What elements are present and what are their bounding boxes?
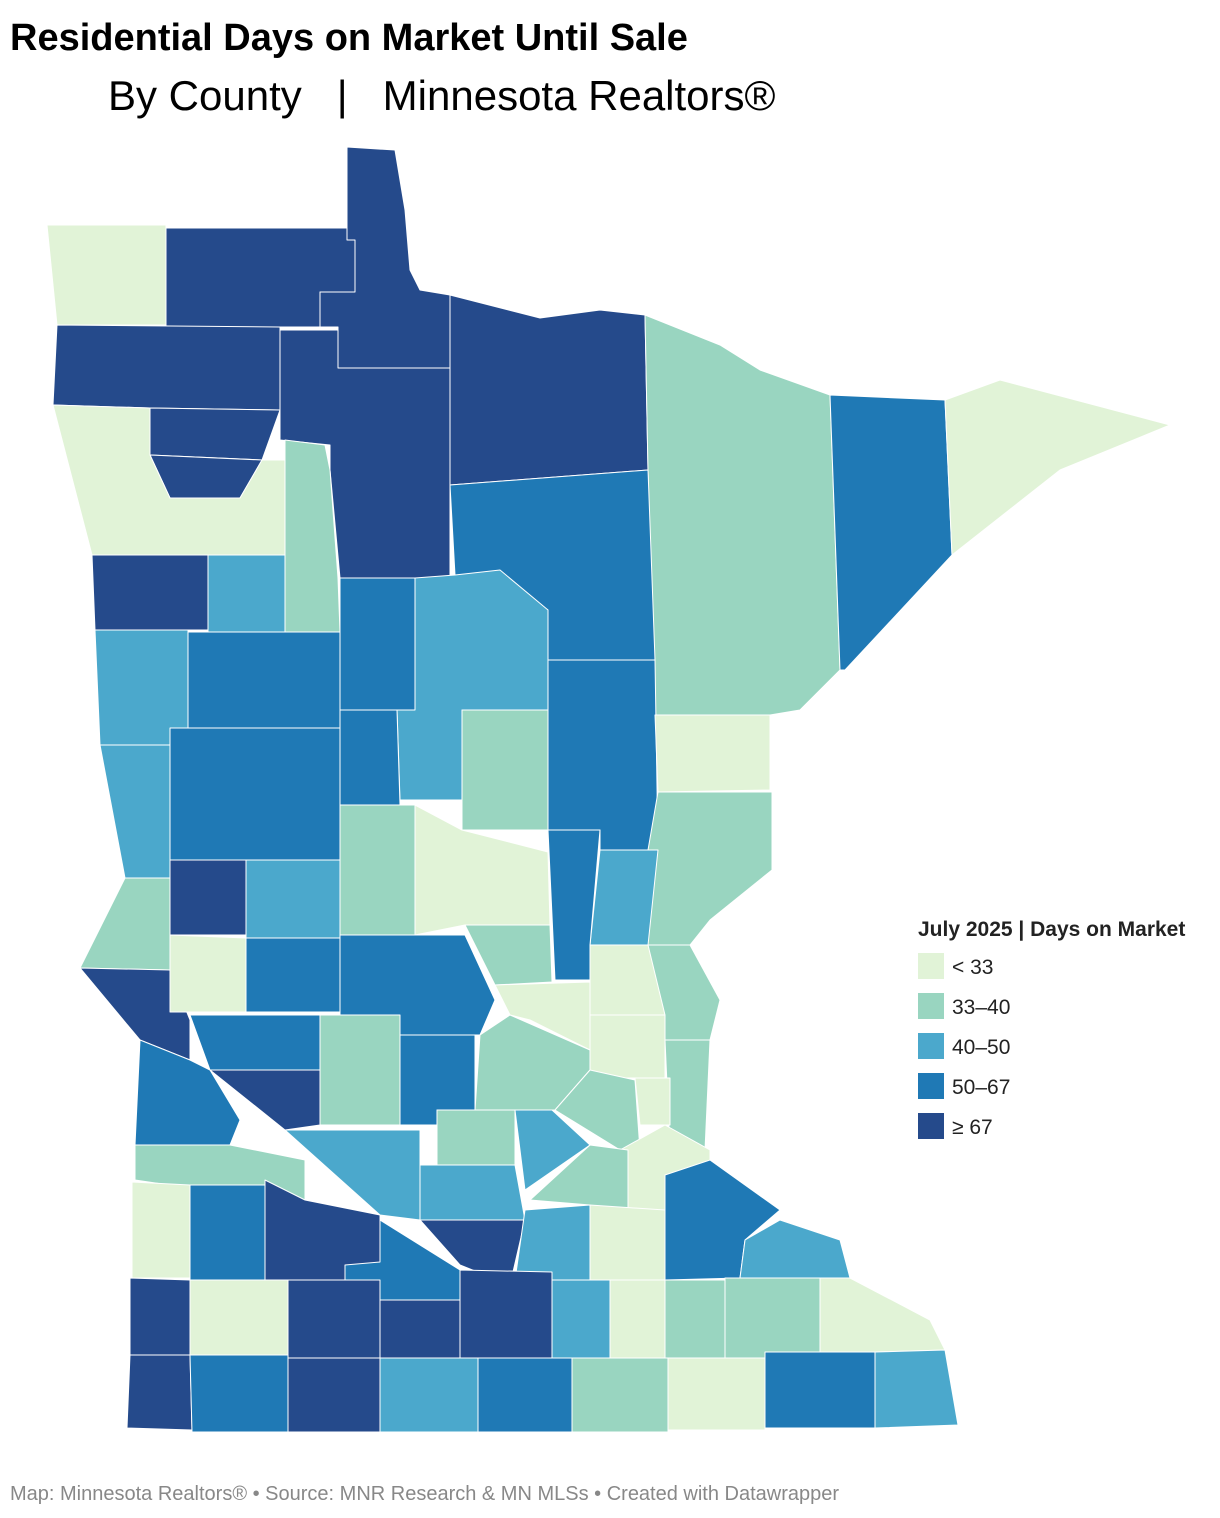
legend-label: 33–40 xyxy=(952,996,1010,1019)
county xyxy=(547,659,659,851)
county xyxy=(664,1279,726,1359)
county xyxy=(287,1279,381,1359)
legend-label: ≥ 67 xyxy=(952,1116,993,1139)
county xyxy=(419,1164,526,1221)
county xyxy=(79,877,171,971)
county xyxy=(667,1357,766,1431)
legend: < 33 33–40 40–50 50–67 ≥ 67 xyxy=(918,953,1010,1139)
county xyxy=(209,1069,321,1131)
county xyxy=(589,849,659,946)
county xyxy=(571,1357,669,1433)
county xyxy=(739,1219,851,1279)
county xyxy=(319,1014,401,1126)
legend-label: 50–67 xyxy=(952,1076,1010,1099)
county xyxy=(52,324,281,411)
county xyxy=(149,407,281,461)
county xyxy=(459,1269,553,1359)
legend-swatch xyxy=(918,993,944,1019)
county xyxy=(819,1277,946,1353)
legend-swatch xyxy=(918,953,944,979)
legend-swatch xyxy=(918,1113,944,1139)
legend-swatch xyxy=(918,1033,944,1059)
county xyxy=(514,1204,591,1281)
county xyxy=(609,1279,666,1359)
county xyxy=(245,859,341,939)
county xyxy=(461,709,549,831)
county xyxy=(724,1277,821,1359)
county xyxy=(554,1069,641,1151)
county xyxy=(169,727,341,861)
county xyxy=(551,1279,611,1359)
county xyxy=(829,394,953,671)
county-map xyxy=(46,146,1171,1433)
county xyxy=(129,1277,191,1356)
county xyxy=(654,714,771,793)
county xyxy=(207,554,286,633)
county xyxy=(189,1354,289,1433)
county xyxy=(379,1357,479,1433)
county xyxy=(131,1181,191,1279)
county xyxy=(187,631,341,729)
subtitle: By County | Minnesota Realtors® xyxy=(108,72,776,119)
county xyxy=(169,934,247,1013)
footer: Map: Minnesota Realtors® • Source: MNR R… xyxy=(10,1483,839,1505)
county xyxy=(287,1357,381,1433)
county xyxy=(589,1014,666,1079)
county xyxy=(189,1279,289,1356)
county xyxy=(91,554,209,631)
title: Residential Days on Market Until Sale xyxy=(10,17,688,59)
county xyxy=(99,744,171,879)
county xyxy=(339,577,416,711)
county xyxy=(477,1357,573,1433)
county xyxy=(436,1109,516,1166)
legend-swatch xyxy=(918,1073,944,1099)
county xyxy=(126,1354,193,1431)
county xyxy=(589,1204,666,1281)
county xyxy=(644,314,841,716)
county xyxy=(245,937,341,1013)
county xyxy=(339,709,401,806)
legend-title: July 2025 | Days on Market xyxy=(918,918,1185,941)
county xyxy=(189,1014,321,1071)
county xyxy=(764,1351,876,1429)
county xyxy=(189,1184,266,1281)
county xyxy=(464,924,553,986)
county xyxy=(944,379,1171,556)
county xyxy=(79,967,191,1061)
county xyxy=(874,1349,959,1429)
county xyxy=(449,294,649,486)
legend-label: 40–50 xyxy=(952,1036,1010,1059)
county xyxy=(339,804,416,936)
county xyxy=(46,224,167,326)
county xyxy=(647,791,773,946)
county xyxy=(634,1077,671,1126)
legend-label: < 33 xyxy=(952,956,993,979)
county xyxy=(379,1299,461,1359)
county xyxy=(169,859,247,936)
county xyxy=(494,981,591,1051)
